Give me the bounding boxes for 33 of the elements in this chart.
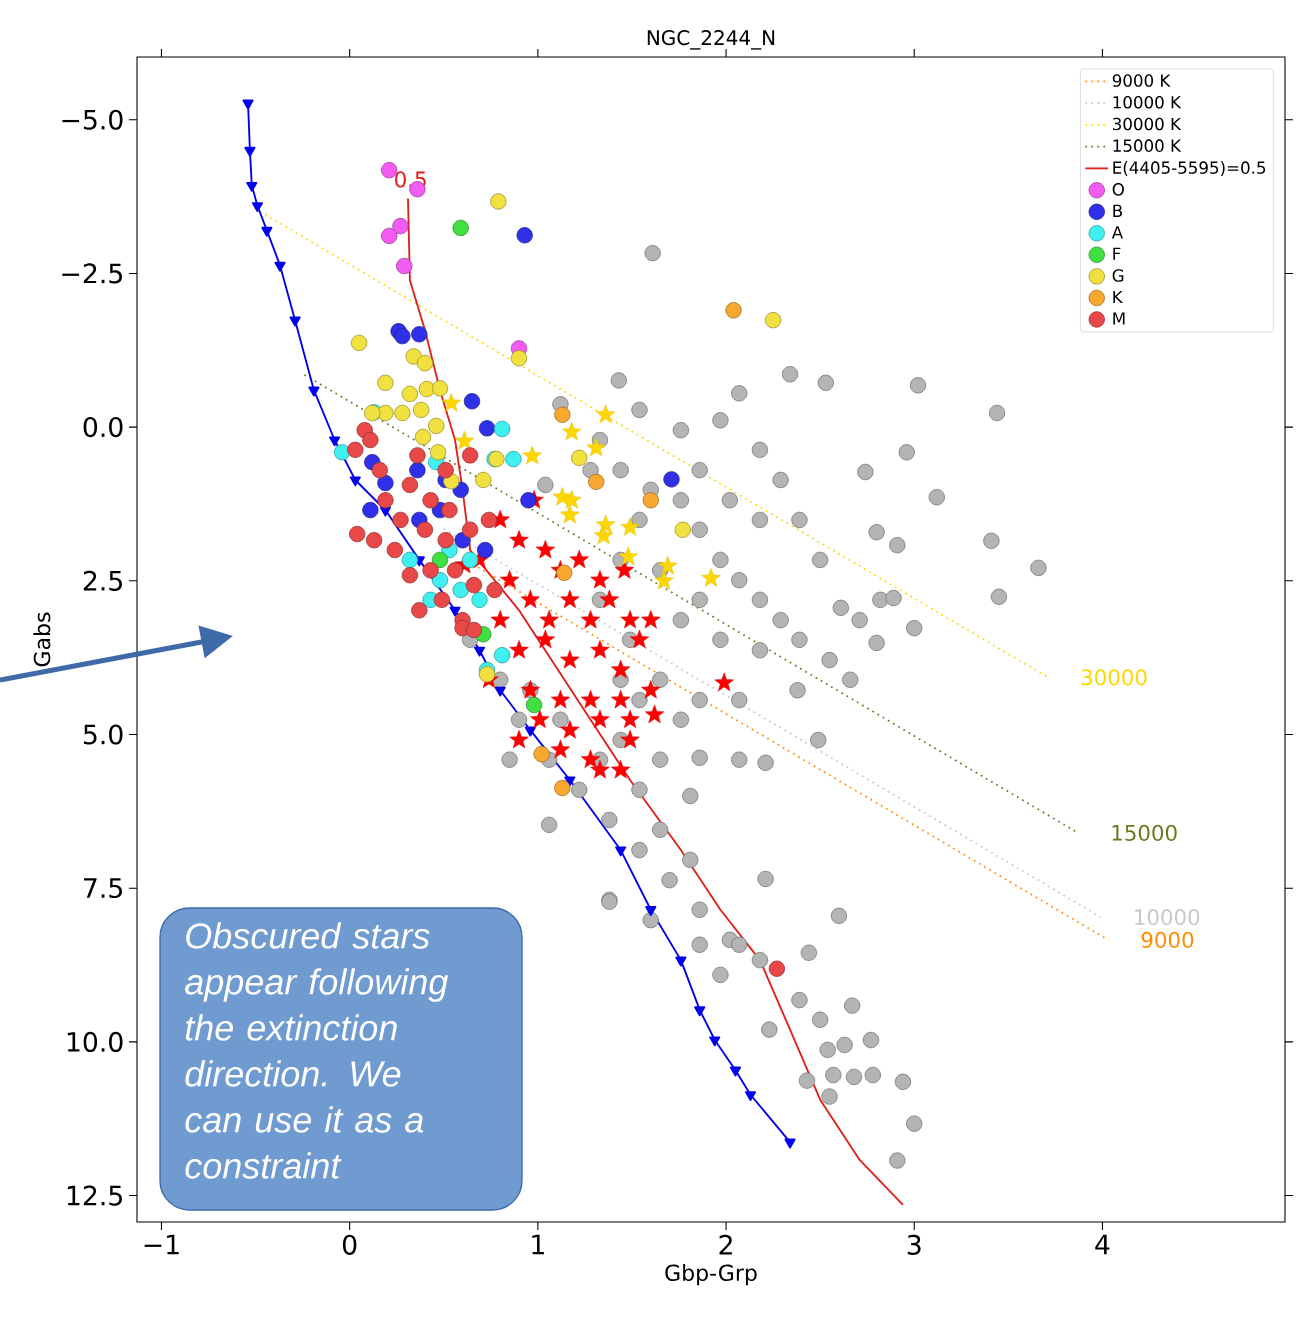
y-tick-label: −5.0 [62,109,123,130]
x-tick-label: 3 [907,1234,921,1255]
y-tick-label: 12.5 [67,1185,122,1206]
y-axis-title: Gabs [33,612,51,667]
legend-label: B [1113,204,1122,217]
x-tick-label: 4 [1095,1234,1110,1255]
legend-label: 15000 K [1113,139,1182,152]
chart-title: NGC_2244_N [647,30,775,50]
legend-label: A [1111,226,1124,239]
y-tick-label: 10.0 [67,1031,123,1052]
legend-label: 30000 K [1113,117,1182,131]
annotation: 9000 [1141,931,1194,948]
annotation: 15000 [1112,824,1177,841]
x-tick-label: 2 [719,1234,732,1255]
legend-label: G [1112,269,1124,282]
y-tick-label: 5.0 [83,724,123,745]
y-tick-label: 2.5 [83,570,122,591]
x-tick-label: 0 [342,1234,357,1255]
x-axis-title: Gbp-Grp [665,1264,757,1286]
legend-label: F [1113,247,1121,260]
annotation: 30000 [1081,669,1147,686]
legend-label: 10000 K [1113,95,1182,109]
y-tick-label: 7.5 [84,878,122,899]
y-tick-label: 0.0 [83,417,123,438]
legend-label: E(4405-5595)=0.5 [1113,161,1266,176]
x-tick-label: 1 [532,1234,544,1255]
y-tick-label: −2.5 [62,263,122,284]
legend-label: O [1112,183,1124,196]
x-tick-label: −1 [144,1234,179,1255]
legend-label: M [1113,312,1125,325]
annotation: Obscured stars appear following the extinction direction. We can use it as a constraint [185,922,449,1179]
legend-label: 9000 K [1112,74,1171,87]
legend-label: K [1113,290,1124,304]
